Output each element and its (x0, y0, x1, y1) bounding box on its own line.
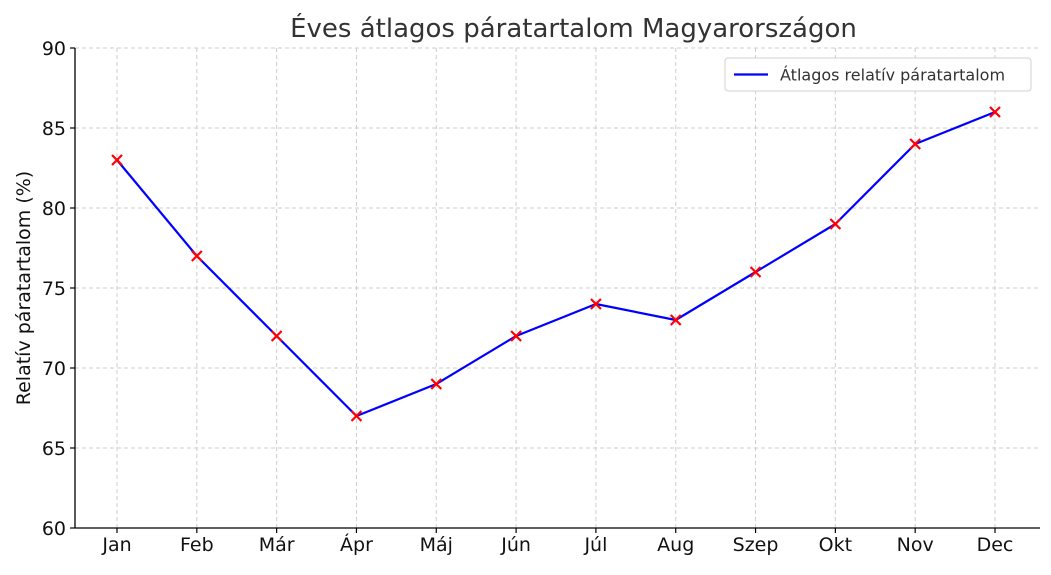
data-point-marker (191, 250, 203, 262)
axes (70, 47, 1040, 533)
legend-label: Átlagos relatív páratartalom (780, 66, 1005, 85)
data-point-marker (111, 154, 123, 166)
series-line (116, 110, 996, 418)
series (116, 110, 996, 418)
data-point-marker (669, 314, 682, 326)
y-tick-label: 75 (42, 278, 66, 300)
y-tick-label: 70 (42, 358, 66, 380)
x-tick-label: Ápr (340, 533, 373, 556)
x-tick-label: Jún (500, 534, 531, 556)
y-tick-label: 90 (42, 38, 66, 60)
data-point-marker (430, 378, 443, 390)
legend: Átlagos relatív páratartalom (724, 57, 1032, 92)
x-tick-label: Nov (897, 534, 934, 556)
x-tick-label: Okt (819, 534, 852, 556)
x-tick-label: Aug (657, 534, 694, 556)
data-point-marker (749, 266, 762, 278)
data-point-marker (270, 330, 283, 342)
data-point-marker (510, 330, 522, 342)
grid (75, 47, 1040, 529)
x-tick-label: Jan (101, 534, 131, 556)
y-axis-label: Relatív páratartalom (%) (13, 171, 35, 405)
data-point-marker (350, 410, 363, 422)
y-tick-label: 85 (42, 118, 66, 140)
data-point-marker (829, 218, 842, 230)
x-tick-label: Dec (977, 534, 1014, 556)
data-point-marker (989, 106, 1001, 118)
data-point-marker (909, 138, 921, 150)
labels: Éves átlagos páratartalom Magyarországon… (13, 12, 1013, 556)
y-tick-label: 60 (42, 518, 66, 540)
x-tick-label: Feb (180, 534, 214, 556)
x-tick-label: Máj (420, 534, 453, 556)
markers (111, 106, 1001, 422)
legend-box (724, 57, 1032, 92)
x-tick-label: Szep (733, 534, 779, 556)
y-tick-label: 65 (42, 438, 66, 460)
x-tick-label: Júl (583, 534, 607, 556)
chart-title: Éves átlagos páratartalom Magyarországon (290, 12, 857, 44)
data-point-marker (590, 298, 602, 310)
x-tick-label: Már (259, 534, 295, 556)
y-tick-label: 80 (42, 198, 66, 220)
